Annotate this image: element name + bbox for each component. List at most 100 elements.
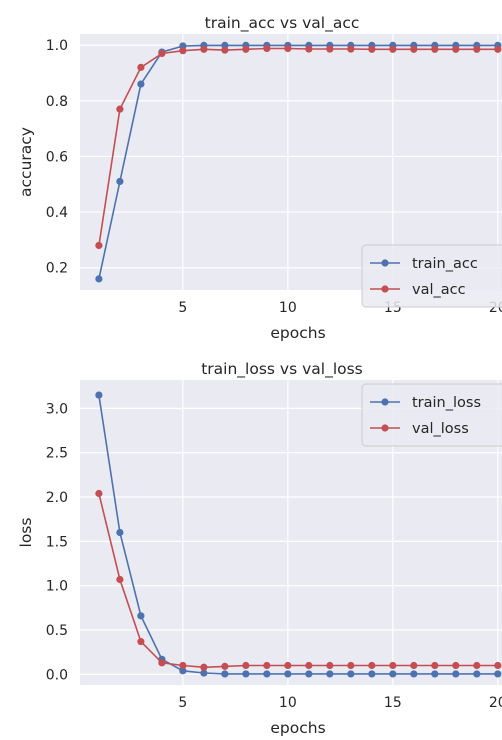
data-point-val_acc	[305, 45, 313, 53]
data-point-val_loss	[137, 637, 145, 646]
legend-label: val_loss	[412, 421, 469, 437]
x-tick-label: 5	[178, 300, 187, 316]
data-point-val_loss	[431, 661, 439, 670]
data-point-val_loss	[263, 661, 271, 670]
x-tick-label: 5	[178, 695, 187, 711]
data-point-val_loss	[95, 489, 103, 498]
data-point-train_loss	[263, 670, 271, 678]
y-tick-label: 3.0	[46, 401, 68, 417]
data-point-val_acc	[137, 63, 145, 71]
data-point-val_loss	[347, 661, 355, 670]
data-point-train_loss	[284, 670, 292, 678]
data-point-train_loss	[368, 670, 376, 678]
y-tick-label: 0.2	[46, 261, 68, 277]
y-tick-label: 2.0	[46, 490, 68, 506]
data-point-val_loss	[116, 575, 124, 584]
data-point-val_loss	[221, 662, 229, 670]
x-tick-label: 20	[489, 695, 502, 711]
data-point-val_acc	[368, 45, 376, 53]
data-point-train_loss	[326, 670, 334, 678]
legend: train_loss val_loss	[361, 383, 502, 447]
data-point-train_acc	[137, 80, 145, 88]
y-tick-label: 1.0	[46, 579, 68, 595]
data-point-val_acc	[431, 45, 439, 53]
data-point-train_loss	[473, 670, 481, 678]
data-point-val_loss	[200, 663, 208, 671]
y-tick-label: 1.5	[46, 534, 68, 550]
data-point-val_loss	[284, 661, 292, 670]
data-point-val_loss	[494, 661, 502, 670]
data-point-val_acc	[410, 45, 418, 53]
data-point-train_loss	[410, 670, 418, 678]
legend-swatch-marker	[381, 259, 389, 267]
y-tick-label: 0.4	[46, 205, 68, 221]
data-point-train_loss	[221, 670, 229, 678]
x-tick-label: 10	[279, 695, 297, 711]
data-point-val_acc	[347, 45, 355, 53]
data-point-val_loss	[452, 661, 460, 670]
data-point-val_acc	[179, 47, 187, 55]
data-point-val_loss	[242, 661, 250, 670]
data-point-train_loss	[389, 670, 397, 678]
y-tick-label: 1.0	[46, 38, 68, 54]
x-axis-label: epochs	[270, 324, 325, 342]
y-tick-label: 2.5	[46, 446, 68, 462]
y-axis-label: loss	[17, 518, 35, 548]
data-point-train_loss	[242, 670, 250, 678]
x-tick-label: 10	[279, 300, 297, 316]
data-point-val_acc	[473, 45, 481, 53]
legend-swatch-marker	[381, 285, 389, 293]
data-point-val_loss	[410, 661, 418, 670]
data-point-val_loss	[368, 661, 376, 670]
y-tick-label: 0.5	[46, 623, 68, 639]
legend: train_acc val_acc	[361, 244, 502, 308]
y-axis-label: accuracy	[17, 127, 35, 197]
y-tick-label: 0.6	[46, 149, 68, 165]
legend-swatch-marker	[381, 398, 389, 406]
legend-box	[361, 244, 502, 308]
data-point-train_loss	[494, 670, 502, 678]
data-point-val_acc	[263, 44, 271, 53]
data-point-val_loss	[473, 661, 481, 670]
data-point-val_acc	[389, 45, 397, 53]
data-point-val_acc	[116, 105, 124, 113]
data-point-val_acc	[242, 45, 250, 53]
data-point-train_loss	[431, 670, 439, 678]
data-point-val_acc	[326, 45, 334, 53]
data-point-train_loss	[200, 669, 208, 677]
data-point-val_acc	[452, 45, 460, 53]
data-point-train_loss	[347, 670, 355, 678]
data-point-train_loss	[452, 670, 460, 678]
data-point-train_acc	[95, 275, 103, 283]
y-tick-label: 0.8	[46, 94, 68, 110]
x-tick-label: 15	[384, 695, 402, 711]
legend-label: val_acc	[412, 282, 466, 298]
data-point-val_acc	[284, 44, 292, 53]
data-point-val_acc	[200, 45, 208, 53]
data-point-train_loss	[95, 391, 103, 399]
data-point-val_loss	[158, 659, 166, 667]
legend-box	[361, 383, 502, 447]
data-point-val_loss	[326, 661, 334, 670]
data-point-val_loss	[389, 661, 397, 670]
data-point-train_loss	[116, 528, 124, 537]
data-point-val_acc	[95, 241, 103, 250]
data-point-val_acc	[221, 46, 229, 54]
chart-title: train_acc vs val_acc	[205, 14, 360, 33]
x-axis-label: epochs	[270, 719, 325, 737]
legend-label: train_loss	[412, 395, 481, 411]
chart-title: train_loss vs val_loss	[201, 360, 363, 379]
data-point-train_loss	[305, 670, 313, 678]
y-tick-label: 0.0	[46, 667, 68, 683]
legend-swatch-marker	[381, 424, 389, 432]
data-point-train_loss	[137, 612, 145, 620]
legend-label: train_acc	[412, 256, 478, 272]
data-point-val_acc	[494, 45, 502, 53]
data-point-val_acc	[158, 49, 166, 58]
data-point-train_loss	[179, 667, 187, 675]
chart-2: 5 10 15 20 0.0 0.5 1.0 1.5 2.0 2.5 3.0 train_loss v…	[17, 360, 502, 737]
data-point-val_loss	[179, 661, 187, 670]
data-point-train_acc	[116, 177, 124, 186]
